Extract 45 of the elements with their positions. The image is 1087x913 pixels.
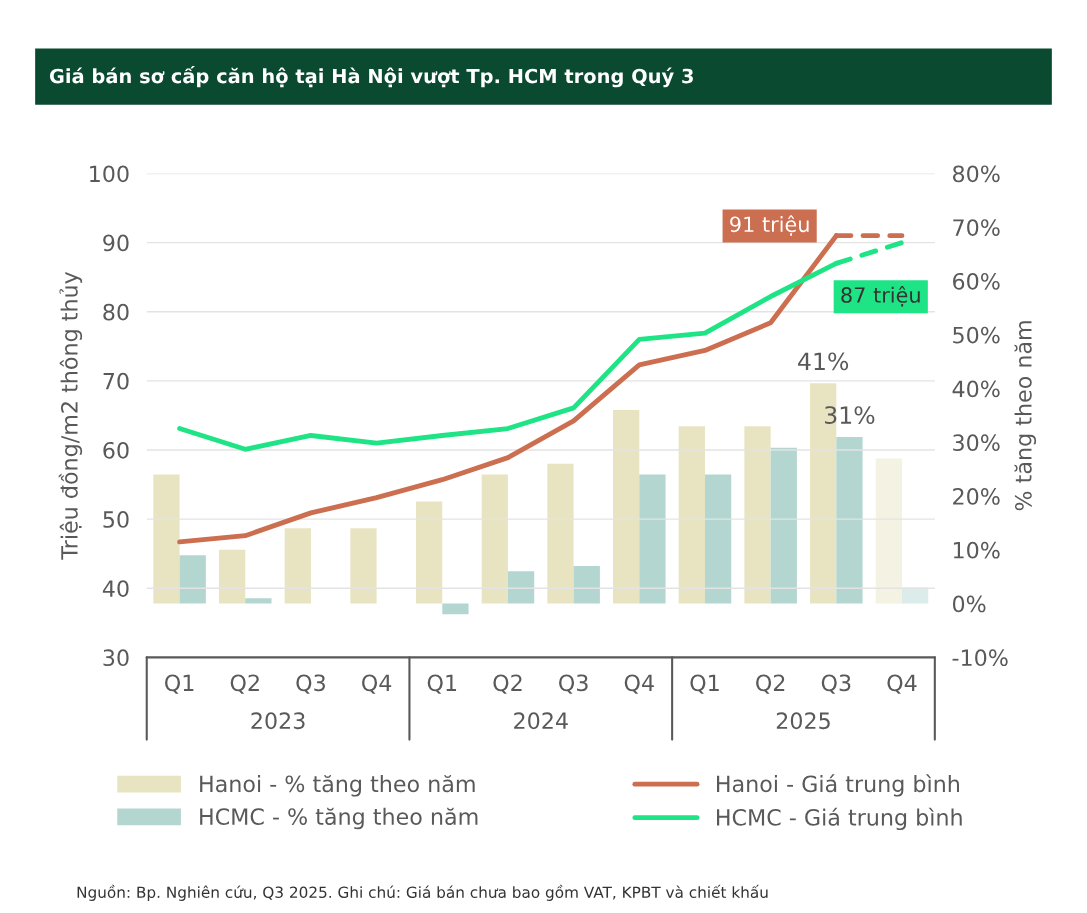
- data-label: 41%: [798, 352, 849, 371]
- data-label: 91 triệu: [730, 215, 809, 236]
- text: 2024: [514, 712, 568, 730]
- y2-tick-label: 50%: [953, 326, 1000, 344]
- y-tick-label: 60: [103, 441, 129, 459]
- x-tick-label: Q4: [624, 674, 654, 694]
- x-tick-label: Q1: [427, 674, 457, 694]
- y2-tick-label: 60%: [953, 272, 1000, 290]
- x-tick-label: Q2: [230, 674, 259, 694]
- x-tick-label: Q2: [493, 674, 522, 694]
- text: 2025: [776, 712, 830, 730]
- x-tick-label: Q1: [165, 674, 194, 694]
- y2-tick-label: 70%: [953, 219, 1000, 236]
- legend-label: HCMC - % tăng theo năm: [200, 807, 478, 830]
- x-tick-label: Q3: [296, 674, 325, 694]
- x-tick-label: Q4: [887, 674, 917, 694]
- y2-tick-label: 80%: [952, 165, 1000, 183]
- text: Nguồn: Bp. Nghiên cứu, Q3 2025. Ghi chú: Giá bán chưa bao gồm VAT, KPBT và chiết khấu: [77, 884, 768, 901]
- y-tick-label: 80: [103, 303, 129, 321]
- y2-tick-label: 30%: [953, 434, 1000, 452]
- y-tick-label: 70: [103, 372, 129, 390]
- y-tick-label: 40: [102, 580, 129, 597]
- y2-tick-label: 40%: [952, 380, 1000, 398]
- data-label: 31%: [825, 406, 875, 425]
- legend-label: Hanoi - Giá trung bình: [717, 774, 959, 797]
- y-axis-title: Triệu đồng/m2 thông thủy: [58, 271, 83, 560]
- y2-tick-label: 10%: [953, 541, 1000, 559]
- y-tick-label: 30: [103, 649, 129, 667]
- y-tick-label: 50: [103, 511, 129, 528]
- data-label: 87 triệu: [841, 285, 920, 307]
- x-tick-label: Q4: [362, 674, 392, 694]
- y2-tick-label: 0%: [952, 595, 986, 613]
- legend-label: Hanoi - % tăng theo năm: [200, 774, 475, 797]
- legend-label: HCMC - Giá trung bình: [717, 807, 962, 831]
- y-tick-label: 100: [90, 165, 129, 183]
- y2-tick-label: 20%: [953, 488, 1000, 505]
- y2-axis-title: % tăng theo năm: [1014, 321, 1037, 511]
- y-tick-label: 90: [103, 234, 129, 252]
- x-tick-label: Q3: [559, 674, 588, 694]
- text: 2023: [251, 712, 305, 730]
- y2-tick-label: -10%: [952, 649, 1008, 667]
- x-tick-label: Q1: [690, 674, 719, 694]
- x-tick-label: Q2: [756, 674, 785, 694]
- x-tick-label: Q3: [821, 674, 851, 694]
- chart-title: Giá bán sơ cấp căn hộ tại Hà Nội vượt Tp. HCM trong Quý 3: [49, 66, 693, 88]
